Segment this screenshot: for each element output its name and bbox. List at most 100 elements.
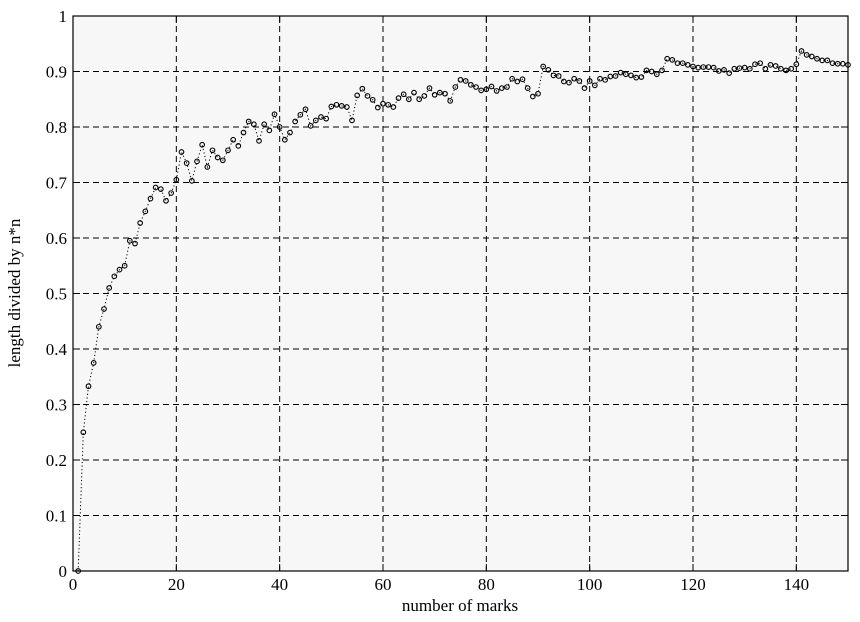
- data-point: [323, 115, 330, 122]
- data-point: [540, 63, 547, 70]
- y-tick-label: 0.3: [46, 396, 67, 415]
- data-point: [509, 75, 516, 82]
- data-point: [653, 71, 660, 78]
- data-point: [85, 383, 92, 390]
- data-point: [281, 136, 288, 143]
- data-point: [783, 67, 789, 74]
- data-point: [111, 273, 118, 280]
- data-point: [788, 65, 795, 72]
- data-point: [504, 84, 510, 90]
- data-point: [715, 68, 722, 74]
- data-point: [80, 429, 87, 436]
- data-point: [147, 195, 154, 202]
- data-point: [411, 89, 417, 96]
- y-tick-label: 0.6: [46, 229, 67, 248]
- data-point: [359, 85, 366, 92]
- data-point: [829, 60, 836, 67]
- data-point: [235, 143, 242, 149]
- data-point: [762, 65, 769, 72]
- data-point: [214, 154, 221, 161]
- data-point: [622, 71, 629, 78]
- data-point: [529, 93, 536, 100]
- data-point: [266, 127, 273, 134]
- data-point: [276, 124, 283, 130]
- data-point: [524, 85, 531, 91]
- series-line: [77, 50, 849, 572]
- data-point: [271, 111, 278, 118]
- data-point: [173, 176, 180, 183]
- x-tick-label: 140: [784, 575, 810, 594]
- data-point: [845, 61, 851, 68]
- data-point: [318, 114, 324, 120]
- data-point: [736, 65, 743, 72]
- data-point: [777, 65, 784, 72]
- data-point: [421, 93, 428, 99]
- data-point: [225, 147, 231, 154]
- data-point: [643, 67, 650, 74]
- y-tick-label: 0.9: [46, 63, 67, 82]
- y-tick-label: 0: [59, 562, 68, 581]
- data-point: [767, 61, 774, 68]
- x-tick-label: 0: [69, 575, 78, 594]
- data-point: [664, 55, 671, 62]
- data-point: [75, 568, 82, 574]
- data-point: [380, 100, 386, 107]
- data-point: [808, 53, 815, 60]
- y-tick-label: 1: [59, 7, 68, 26]
- data-point: [633, 74, 640, 81]
- data-point: [488, 83, 495, 90]
- data-point: [721, 66, 727, 73]
- data-point: [328, 103, 335, 110]
- data-point: [684, 61, 691, 68]
- data-point: [726, 70, 733, 77]
- data-point: [839, 60, 846, 67]
- data-point: [126, 237, 133, 244]
- data-point: [819, 57, 826, 64]
- data-point: [250, 121, 257, 128]
- data-point: [560, 78, 567, 85]
- data-point: [457, 76, 464, 83]
- data-point: [385, 101, 392, 108]
- data-point: [240, 129, 247, 136]
- data-point: [374, 104, 381, 111]
- y-tick-label: 0.2: [46, 451, 67, 470]
- data-point: [101, 306, 107, 312]
- data-point: [116, 266, 123, 273]
- data-point: [343, 104, 350, 110]
- data-point: [333, 101, 340, 108]
- data-point: [436, 89, 443, 96]
- data-point: [498, 85, 505, 91]
- axis-ticks: [72, 15, 848, 572]
- y-tick-label: 0.7: [46, 174, 68, 193]
- data-point: [369, 96, 376, 103]
- data-point: [95, 323, 102, 330]
- y-tick-label: 0.4: [46, 340, 68, 359]
- data-point: [473, 84, 479, 90]
- data-point: [292, 118, 299, 125]
- data-point: [121, 262, 128, 269]
- data-point: [648, 68, 655, 75]
- x-tick-label: 40: [271, 575, 288, 594]
- data-point: [824, 57, 831, 64]
- data-point: [90, 360, 97, 366]
- data-point: [194, 158, 200, 165]
- data-points: [75, 48, 851, 574]
- data-point: [710, 64, 717, 71]
- data-point: [312, 117, 319, 124]
- data-point: [571, 75, 578, 82]
- data-point: [705, 64, 712, 70]
- plot-area: [72, 15, 849, 572]
- data-point: [297, 111, 304, 118]
- y-axis-title: length divided by n*n: [5, 218, 24, 367]
- data-point: [426, 85, 433, 91]
- data-point: [679, 60, 686, 67]
- data-point: [576, 78, 583, 84]
- data-point: [287, 129, 293, 136]
- data-point: [137, 220, 144, 226]
- data-point: [245, 118, 252, 125]
- data-point: [638, 74, 645, 80]
- data-point: [204, 164, 211, 170]
- data-point: [803, 51, 810, 58]
